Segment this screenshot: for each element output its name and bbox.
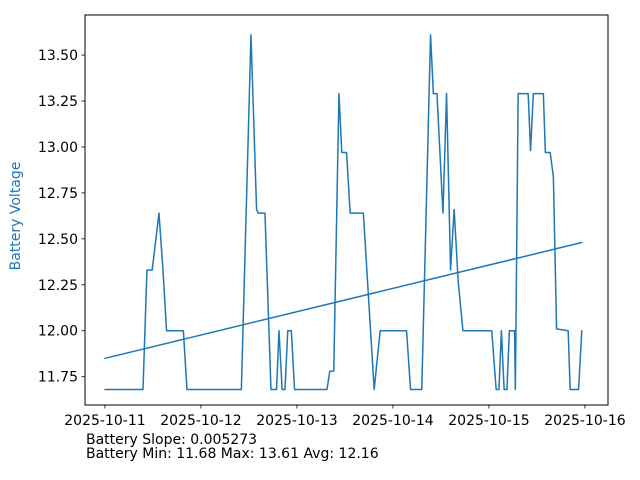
- y-axis-tick-label: 13.50: [38, 48, 78, 64]
- y-axis-tick-label: 12.00: [38, 324, 78, 340]
- y-axis-tick-label: 13.00: [38, 140, 78, 156]
- x-axis-tick-label: 2025-10-15: [448, 413, 529, 429]
- voltage-line: [104, 34, 583, 391]
- y-axis-tick-label: 12.50: [38, 232, 78, 248]
- x-axis-tick-label: 2025-10-16: [544, 413, 625, 429]
- plot-area: [84, 14, 609, 406]
- trend-line: [104, 241, 583, 360]
- y-axis-tick-label: 11.75: [38, 370, 78, 386]
- stats-minmax-text: Battery Min: 11.68 Max: 13.61 Avg: 12.16: [86, 446, 379, 462]
- y-axis-label: Battery Voltage: [8, 162, 24, 271]
- y-axis-tick-label: 12.75: [38, 186, 78, 202]
- stats-slope-text: Battery Slope: 0.005273: [86, 432, 258, 448]
- y-axis-tick-label: 12.25: [38, 278, 78, 294]
- x-axis-tick-label: 2025-10-11: [64, 413, 145, 429]
- x-axis-tick-label: 2025-10-14: [352, 413, 433, 429]
- x-axis-tick-label: 2025-10-12: [160, 413, 241, 429]
- x-axis-tick-label: 2025-10-13: [256, 413, 337, 429]
- y-axis-tick-label: 13.25: [38, 94, 78, 110]
